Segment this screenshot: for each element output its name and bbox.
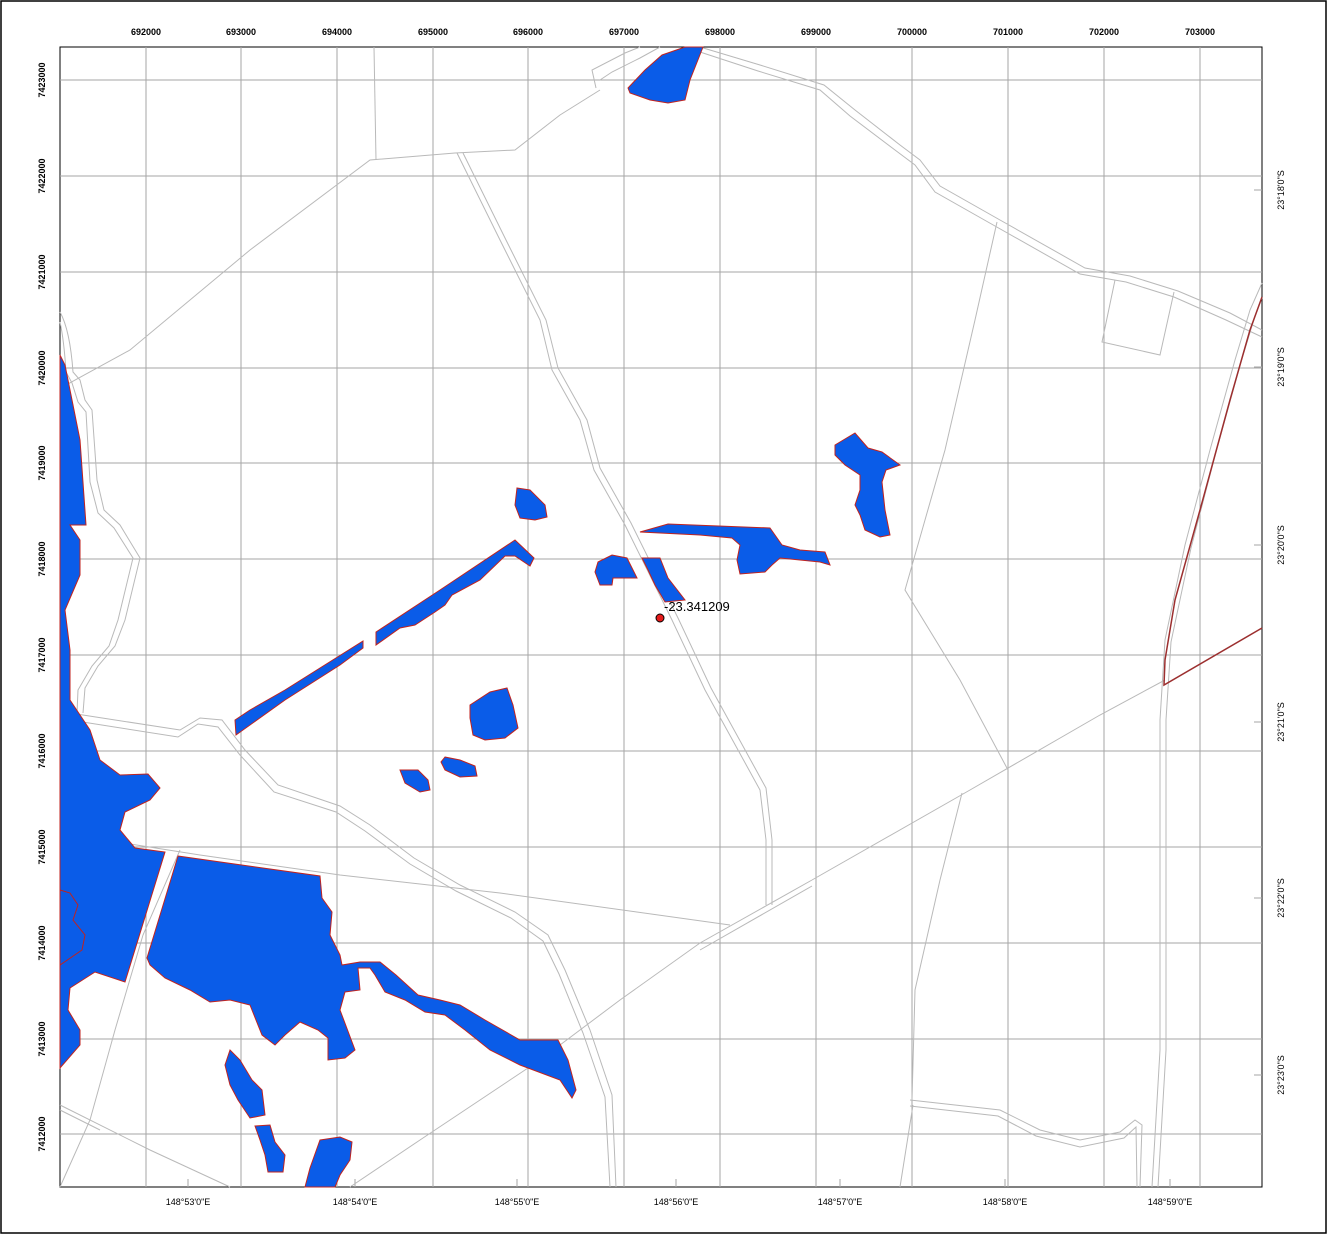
road xyxy=(899,1099,1143,1188)
bottom-tick-label: 148°56'0"E xyxy=(654,1197,699,1207)
bottom-tick-label: 148°57'0"E xyxy=(818,1197,863,1207)
water-body xyxy=(469,687,519,741)
bottom-axis-labels: 148°53'0"E 148°54'0"E 148°55'0"E 148°56'0"E… xyxy=(166,1197,1193,1207)
water-body xyxy=(146,855,577,1099)
road xyxy=(456,152,773,905)
road xyxy=(69,712,617,1188)
bottom-tick-label: 148°59'0"E xyxy=(1148,1197,1193,1207)
left-tick-label: 7420000 xyxy=(37,350,47,385)
left-tick-label: 7422000 xyxy=(37,158,47,193)
left-tick-label: 7419000 xyxy=(37,445,47,480)
water-body xyxy=(254,1124,286,1173)
top-tick-label: 698000 xyxy=(705,27,735,37)
water-body xyxy=(59,354,166,1070)
bottom-tick-label: 148°55'0"E xyxy=(495,1197,540,1207)
property-boundary xyxy=(1163,296,1263,687)
water-body xyxy=(627,46,704,104)
top-axis-labels: 692000 693000 694000 695000 696000 697000 6980… xyxy=(131,27,1215,37)
top-tick-label: 692000 xyxy=(131,27,161,37)
water-body xyxy=(304,1136,353,1188)
left-tick-label: 7417000 xyxy=(37,637,47,672)
top-tick-label: 701000 xyxy=(993,27,1023,37)
water-body xyxy=(514,487,548,521)
water-bodies xyxy=(59,46,902,1188)
left-tick-label: 7412000 xyxy=(37,1116,47,1151)
left-tick-label: 7423000 xyxy=(37,62,47,97)
bottom-tick-label: 148°53'0"E xyxy=(166,1197,211,1207)
right-axis-labels: 23°18'0"S 23°19'0"S 23°20'0"S 23°21'0"S 23°2… xyxy=(1276,170,1286,1095)
road-network xyxy=(59,46,1263,1188)
left-tick-label: 7413000 xyxy=(37,1021,47,1056)
point-label: -23.341209 xyxy=(664,599,730,614)
water-body xyxy=(440,756,478,778)
left-tick-label: 7421000 xyxy=(37,254,47,289)
top-tick-label: 693000 xyxy=(226,27,256,37)
sample-point[interactable]: -23.341209 xyxy=(655,599,730,623)
top-tick-label: 697000 xyxy=(609,27,639,37)
top-tick-label: 700000 xyxy=(897,27,927,37)
water-body xyxy=(234,640,364,736)
water-body xyxy=(641,557,686,603)
left-tick-label: 7416000 xyxy=(37,733,47,768)
point-marker-icon[interactable] xyxy=(655,613,665,623)
right-tick-label: 23°22'0"S xyxy=(1276,878,1286,918)
left-tick-label: 7415000 xyxy=(37,829,47,864)
road xyxy=(591,46,1263,338)
left-tick-label: 7414000 xyxy=(37,925,47,960)
left-axis-labels: 7423000 7422000 7421000 7420000 7419000 74180… xyxy=(37,62,47,1151)
bottom-tick-label: 148°54'0"E xyxy=(333,1197,378,1207)
right-tick-label: 23°19'0"S xyxy=(1276,347,1286,387)
water-body xyxy=(594,554,638,586)
water-body xyxy=(399,769,431,793)
left-tick-label: 7418000 xyxy=(37,541,47,576)
top-tick-label: 702000 xyxy=(1089,27,1119,37)
water-body xyxy=(224,1049,266,1119)
right-tick-label: 23°20'0"S xyxy=(1276,525,1286,565)
bottom-tick-label: 148°58'0"E xyxy=(983,1197,1028,1207)
water-body xyxy=(639,523,831,575)
water-body xyxy=(375,539,535,646)
road xyxy=(59,311,141,714)
top-tick-label: 703000 xyxy=(1185,27,1215,37)
water-body xyxy=(834,432,902,538)
top-tick-label: 699000 xyxy=(801,27,831,37)
coordinate-grid xyxy=(60,47,1262,1187)
top-tick-label: 694000 xyxy=(322,27,352,37)
right-tick-label: 23°23'0"S xyxy=(1276,1055,1286,1095)
right-tick-label: 23°18'0"S xyxy=(1276,170,1286,210)
right-tick-label: 23°21'0"S xyxy=(1276,702,1286,742)
top-tick-label: 695000 xyxy=(418,27,448,37)
top-tick-label: 696000 xyxy=(513,27,543,37)
